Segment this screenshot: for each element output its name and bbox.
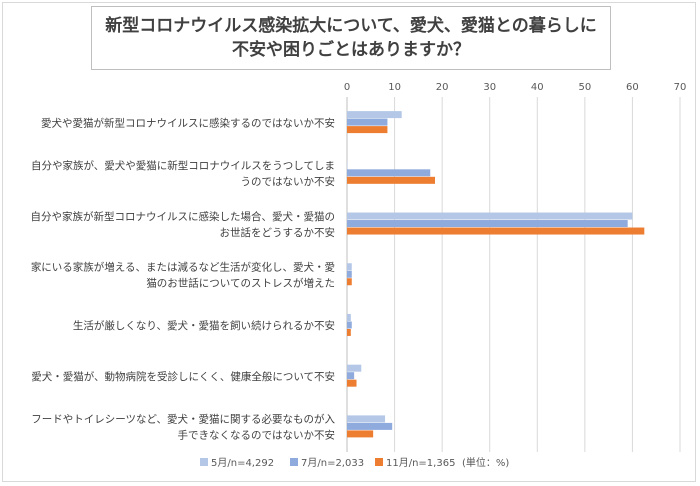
bar <box>347 270 352 278</box>
legend-label: 7月/n=2,033 <box>301 457 364 469</box>
category-label: うのではないか不安 <box>241 175 336 188</box>
category-label: 愛犬や愛猫が新型コロナウイルスに感染するのではないか不安 <box>41 116 335 129</box>
bar <box>347 379 357 387</box>
bar <box>347 328 351 336</box>
unit-note: (単位：%) <box>462 456 509 469</box>
legend-label: 5月/n=4,292 <box>211 457 274 469</box>
category-label: 手できなくなるのではないか不安 <box>178 429 336 442</box>
x-tick-label: 20 <box>436 82 449 93</box>
bar <box>347 364 362 372</box>
bar <box>347 422 393 430</box>
bar <box>347 212 633 220</box>
category-label: お世話をどうするか不安 <box>220 226 336 239</box>
bar <box>347 321 352 329</box>
bar <box>347 111 402 119</box>
category-label: 自分や家族が、愛犬や愛猫に新型コロナウイルスをうつしてしま <box>31 159 335 172</box>
x-tick-label: 50 <box>578 82 591 93</box>
bar <box>347 227 645 235</box>
x-tick-label: 0 <box>344 82 350 93</box>
bar <box>347 372 355 380</box>
x-tick-label: 30 <box>483 82 496 93</box>
bar <box>347 313 351 321</box>
bar <box>347 176 436 184</box>
x-tick-label: 70 <box>674 82 687 93</box>
bar <box>347 430 374 438</box>
bar <box>347 263 352 271</box>
legend-swatch <box>200 458 208 466</box>
x-tick-label: 10 <box>388 82 401 93</box>
category-label: 愛犬・愛猫が、動物病院を受診しにくく、健康全般について不安 <box>31 370 335 383</box>
x-tick-label: 60 <box>626 82 639 93</box>
category-label: フードやトイレシーツなど、愛犬・愛猫に関する必要なものが入 <box>31 413 335 426</box>
bar <box>347 118 388 126</box>
chart-title-line-2: 不安や困りごとはありますか？ <box>232 40 470 60</box>
category-label: 生活が厳しくなり、愛犬・愛猫を飼い続けられるか不安 <box>73 319 335 332</box>
legend-swatch <box>290 458 298 466</box>
bar <box>347 278 352 286</box>
x-tick-label: 40 <box>531 82 544 93</box>
category-label: 猫のお世話についてのストレスが増えた <box>146 277 335 290</box>
bar <box>347 415 386 423</box>
bar <box>347 220 628 228</box>
legend-label: 11月/n=1,365 <box>386 457 455 469</box>
bar <box>347 126 388 134</box>
chart-title-line-1: 新型コロナウイルス感染拡大について、愛犬、愛猫との暮らしに <box>105 16 597 36</box>
chart-frame <box>2 2 696 482</box>
bar <box>347 169 431 177</box>
chart-title-box: 新型コロナウイルス感染拡大について、愛犬、愛猫との暮らしに 不安や困りごとはあり… <box>91 6 611 70</box>
legend-swatch <box>375 458 383 466</box>
category-label: 自分や家族が新型コロナウイルスに感染した場合、愛犬・愛猫の <box>31 210 336 223</box>
category-label: 家にいる家族が増える、または減るなど生活が変化し、愛犬・愛 <box>31 261 335 274</box>
